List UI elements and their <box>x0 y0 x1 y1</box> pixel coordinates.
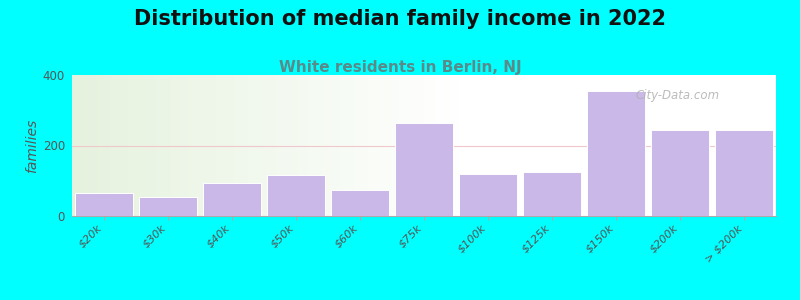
Text: White residents in Berlin, NJ: White residents in Berlin, NJ <box>278 60 522 75</box>
Bar <box>267 176 325 216</box>
Bar <box>331 190 389 216</box>
Bar <box>203 182 261 216</box>
Text: City-Data.com: City-Data.com <box>635 89 719 102</box>
Bar <box>459 174 517 216</box>
Bar <box>715 130 773 216</box>
Text: Distribution of median family income in 2022: Distribution of median family income in … <box>134 9 666 29</box>
Bar <box>139 196 197 216</box>
Bar <box>75 193 133 216</box>
Bar <box>587 91 645 216</box>
Bar <box>651 130 709 216</box>
Bar <box>395 123 453 216</box>
Y-axis label: families: families <box>25 118 38 172</box>
Bar <box>523 172 581 216</box>
